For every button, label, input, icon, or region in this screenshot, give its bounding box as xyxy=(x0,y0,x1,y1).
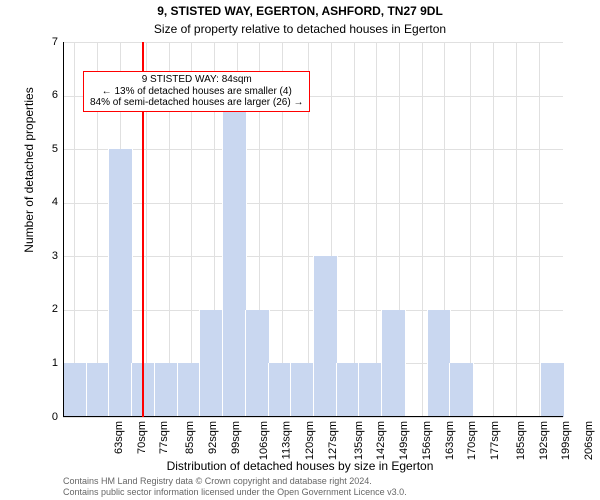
grid-line-h xyxy=(63,417,563,418)
annotation-line: 9 STISTED WAY: 84sqm xyxy=(90,74,303,86)
histogram-bar xyxy=(449,363,474,417)
x-axis-label: Distribution of detached houses by size … xyxy=(0,459,600,473)
grid-line-h xyxy=(63,42,563,43)
histogram-bar xyxy=(108,149,133,417)
histogram-bar xyxy=(358,363,383,417)
histogram-bar xyxy=(131,363,156,417)
plot-area: 9 STISTED WAY: 84sqm← 13% of detached ho… xyxy=(63,42,563,417)
histogram-bar xyxy=(268,363,293,417)
x-tick-label: 85sqm xyxy=(184,421,196,454)
y-tick-label: 4 xyxy=(28,196,58,208)
y-axis-line xyxy=(63,42,64,417)
histogram-bar xyxy=(154,363,179,417)
grid-line-v xyxy=(539,42,540,417)
footer-line-1: Contains HM Land Registry data © Crown c… xyxy=(63,476,407,486)
chart-root: 9, STISTED WAY, EGERTON, ASHFORD, TN27 9… xyxy=(0,0,600,500)
grid-line-v xyxy=(493,42,494,417)
histogram-bar xyxy=(290,363,315,417)
x-tick-label: 70sqm xyxy=(136,421,148,454)
x-axis-line xyxy=(63,416,563,417)
histogram-bar xyxy=(336,363,361,417)
grid-line-v xyxy=(354,42,355,417)
histogram-bar xyxy=(427,310,452,417)
x-tick-label: 149sqm xyxy=(398,421,410,460)
histogram-bar xyxy=(313,256,338,417)
histogram-bar xyxy=(86,363,111,417)
x-tick-label: 92sqm xyxy=(207,421,219,454)
histogram-bar xyxy=(63,363,88,417)
y-axis-label: Number of detached properties xyxy=(22,20,36,320)
grid-line-v xyxy=(74,42,75,417)
y-tick-label: 2 xyxy=(28,303,58,315)
x-tick-label: 63sqm xyxy=(113,421,125,454)
x-tick-label: 199sqm xyxy=(561,421,573,460)
chart-title-main: 9, STISTED WAY, EGERTON, ASHFORD, TN27 9… xyxy=(0,4,600,18)
grid-line-v xyxy=(376,42,377,417)
x-tick-label: 177sqm xyxy=(489,421,501,460)
x-tick-label: 163sqm xyxy=(444,421,456,460)
x-tick-label: 142sqm xyxy=(375,421,387,460)
grid-line-h xyxy=(63,203,563,204)
y-tick-label: 6 xyxy=(28,89,58,101)
grid-line-v xyxy=(422,42,423,417)
x-tick-label: 170sqm xyxy=(466,421,478,460)
x-tick-label: 185sqm xyxy=(515,421,527,460)
histogram-bar xyxy=(245,310,270,417)
histogram-bar xyxy=(222,96,247,417)
chart-title-sub: Size of property relative to detached ho… xyxy=(0,22,600,36)
grid-line-h xyxy=(63,149,563,150)
x-tick-label: 77sqm xyxy=(158,421,170,454)
x-tick-label: 192sqm xyxy=(538,421,550,460)
y-tick-label: 5 xyxy=(28,143,58,155)
annotation-line: 84% of semi-detached houses are larger (… xyxy=(90,97,303,109)
x-tick-label: 106sqm xyxy=(259,421,271,460)
grid-line-v xyxy=(516,42,517,417)
annotation-box: 9 STISTED WAY: 84sqm← 13% of detached ho… xyxy=(83,71,310,112)
x-tick-label: 135sqm xyxy=(353,421,365,460)
x-tick-label: 120sqm xyxy=(304,421,316,460)
histogram-bar xyxy=(540,363,565,417)
grid-line-v xyxy=(470,42,471,417)
x-tick-label: 127sqm xyxy=(327,421,339,460)
annotation-line: ← 13% of detached houses are smaller (4) xyxy=(90,86,303,98)
x-tick-label: 113sqm xyxy=(281,421,293,459)
histogram-bar xyxy=(381,310,406,417)
x-tick-label: 206sqm xyxy=(583,421,595,460)
histogram-bar xyxy=(177,363,202,417)
x-tick-label: 99sqm xyxy=(230,421,242,454)
footer-attribution: Contains HM Land Registry data © Crown c… xyxy=(63,476,407,497)
y-tick-label: 7 xyxy=(28,36,58,48)
x-tick-label: 156sqm xyxy=(421,421,433,460)
histogram-bar xyxy=(199,310,224,417)
y-tick-label: 3 xyxy=(28,250,58,262)
y-tick-label: 0 xyxy=(28,411,58,423)
y-tick-label: 1 xyxy=(28,357,58,369)
footer-line-2: Contains public sector information licen… xyxy=(63,487,407,497)
